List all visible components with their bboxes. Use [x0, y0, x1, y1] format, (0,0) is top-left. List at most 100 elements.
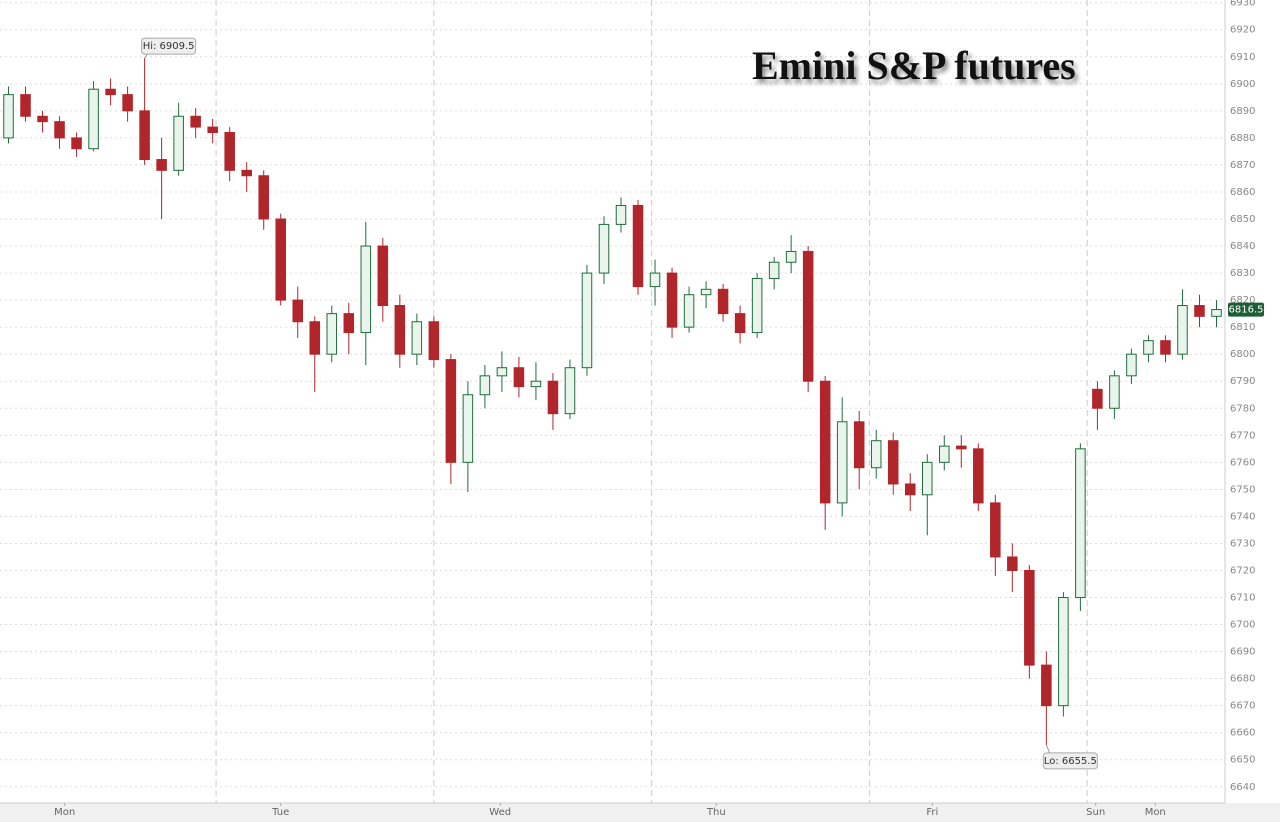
candle-body — [513, 367, 525, 388]
y-tick-label: 6650 — [1230, 755, 1255, 766]
x-tick-label: Fri — [926, 807, 938, 818]
annotation-label: Lo: 6655.5 — [1044, 756, 1097, 767]
candle-body — [88, 88, 99, 150]
y-tick-label: 6790 — [1230, 376, 1255, 387]
y-tick-label: 6820 — [1230, 295, 1255, 306]
chart-title: Emini S&P futures — [752, 43, 1076, 88]
y-tick-label: 6740 — [1230, 511, 1255, 522]
candle-body — [224, 131, 235, 171]
candle-body — [377, 245, 389, 307]
y-tick-label: 6780 — [1230, 403, 1255, 414]
y-tick-label: 6700 — [1230, 620, 1255, 631]
candle-body — [836, 421, 848, 504]
candle-body — [360, 245, 372, 334]
candle-body — [1194, 305, 1205, 317]
candle-body — [190, 115, 201, 128]
x-tick-label: Thu — [706, 807, 726, 818]
candle-body — [921, 461, 933, 496]
candle-body — [275, 218, 286, 301]
candle-body — [956, 445, 967, 450]
y-tick-label: 6760 — [1230, 457, 1255, 468]
y-tick-label: 6800 — [1230, 349, 1255, 360]
candle-body — [649, 272, 661, 288]
candle-body — [870, 440, 882, 469]
candle-body — [71, 137, 82, 150]
candle-body — [462, 394, 474, 463]
y-tick-label: 6690 — [1230, 647, 1255, 658]
candle-body — [1007, 556, 1018, 571]
candle-body — [1177, 305, 1188, 355]
y-tick-label: 6810 — [1230, 322, 1255, 333]
y-tick-label: 6920 — [1230, 25, 1255, 36]
candle-body — [819, 380, 831, 504]
candle-body — [632, 204, 644, 288]
candle-body — [581, 272, 593, 369]
y-tick-label: 6850 — [1230, 214, 1255, 225]
x-tick-label: Wed — [489, 807, 511, 818]
candle-body — [241, 169, 252, 177]
x-tick-label: Tue — [271, 807, 289, 818]
y-tick-label: 6930 — [1230, 0, 1255, 9]
x-tick-label: Mon — [1145, 807, 1166, 818]
candle-body — [734, 313, 746, 334]
y-tick-label: 6720 — [1230, 565, 1255, 576]
candle-body — [939, 445, 950, 463]
annotation-box — [141, 37, 197, 55]
candle-body — [105, 88, 116, 96]
candle-body — [326, 313, 338, 355]
y-tick-label: 6670 — [1230, 701, 1255, 712]
y-tick-label: 6840 — [1230, 241, 1255, 252]
candle-body — [547, 380, 559, 415]
candle-body — [1075, 448, 1086, 599]
candle-body — [666, 272, 678, 328]
candle-body — [717, 288, 729, 315]
y-tick-label: 6710 — [1230, 593, 1255, 604]
candle-body — [258, 175, 269, 220]
candle-body — [3, 94, 14, 139]
candle-body — [343, 313, 355, 334]
candle-body — [751, 277, 763, 334]
candle-body — [20, 94, 31, 117]
annotation-label: Hi: 6909.5 — [143, 41, 195, 52]
y-tick-label: 6770 — [1230, 430, 1255, 441]
candle-body — [411, 321, 423, 355]
last-price-box — [1228, 302, 1264, 317]
candle-body — [887, 440, 899, 485]
candle-body — [564, 367, 576, 415]
candle-body — [122, 94, 133, 112]
candle-body — [990, 502, 1001, 558]
candle-body — [309, 321, 321, 355]
x-tick-label: Sun — [1086, 807, 1105, 818]
candle-body — [802, 250, 814, 382]
candle-body — [445, 359, 457, 463]
y-tick-label: 6830 — [1230, 268, 1255, 279]
annotation-box — [1042, 752, 1098, 770]
candle-body — [1058, 597, 1069, 707]
candle-body — [700, 288, 712, 296]
x-tick-label: Mon — [54, 807, 75, 818]
y-tick-label: 6880 — [1230, 133, 1255, 144]
y-tick-label: 6750 — [1230, 484, 1255, 495]
candle-body — [1143, 340, 1154, 355]
candle-body — [785, 250, 797, 263]
candle-body — [37, 115, 48, 123]
candle-body — [904, 483, 916, 496]
candle-body — [292, 299, 304, 323]
candle-body — [1092, 388, 1103, 409]
y-tick-label: 6640 — [1230, 782, 1255, 793]
candle-body — [54, 121, 65, 139]
candle-body — [1160, 340, 1171, 355]
y-tick-label: 6900 — [1230, 79, 1255, 90]
candle-body — [768, 261, 780, 279]
candle-body — [1024, 569, 1035, 666]
candle-body — [428, 321, 440, 361]
candle-body — [207, 126, 218, 133]
y-tick-label: 6680 — [1230, 674, 1255, 685]
x-axis-band — [0, 803, 1280, 822]
candle-body — [1211, 309, 1222, 317]
candle-body — [479, 375, 491, 396]
candle-body — [496, 367, 508, 377]
candle-body — [1109, 375, 1120, 409]
